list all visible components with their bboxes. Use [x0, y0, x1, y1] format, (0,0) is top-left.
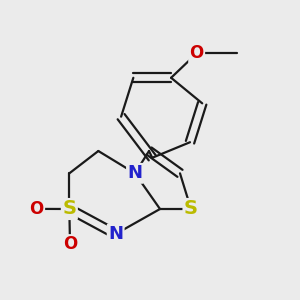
Text: S: S [62, 200, 76, 218]
Text: S: S [184, 200, 198, 218]
Text: O: O [63, 236, 77, 253]
Text: O: O [29, 200, 44, 218]
Text: N: N [108, 225, 123, 243]
Text: N: N [128, 164, 142, 182]
Text: O: O [190, 44, 204, 62]
